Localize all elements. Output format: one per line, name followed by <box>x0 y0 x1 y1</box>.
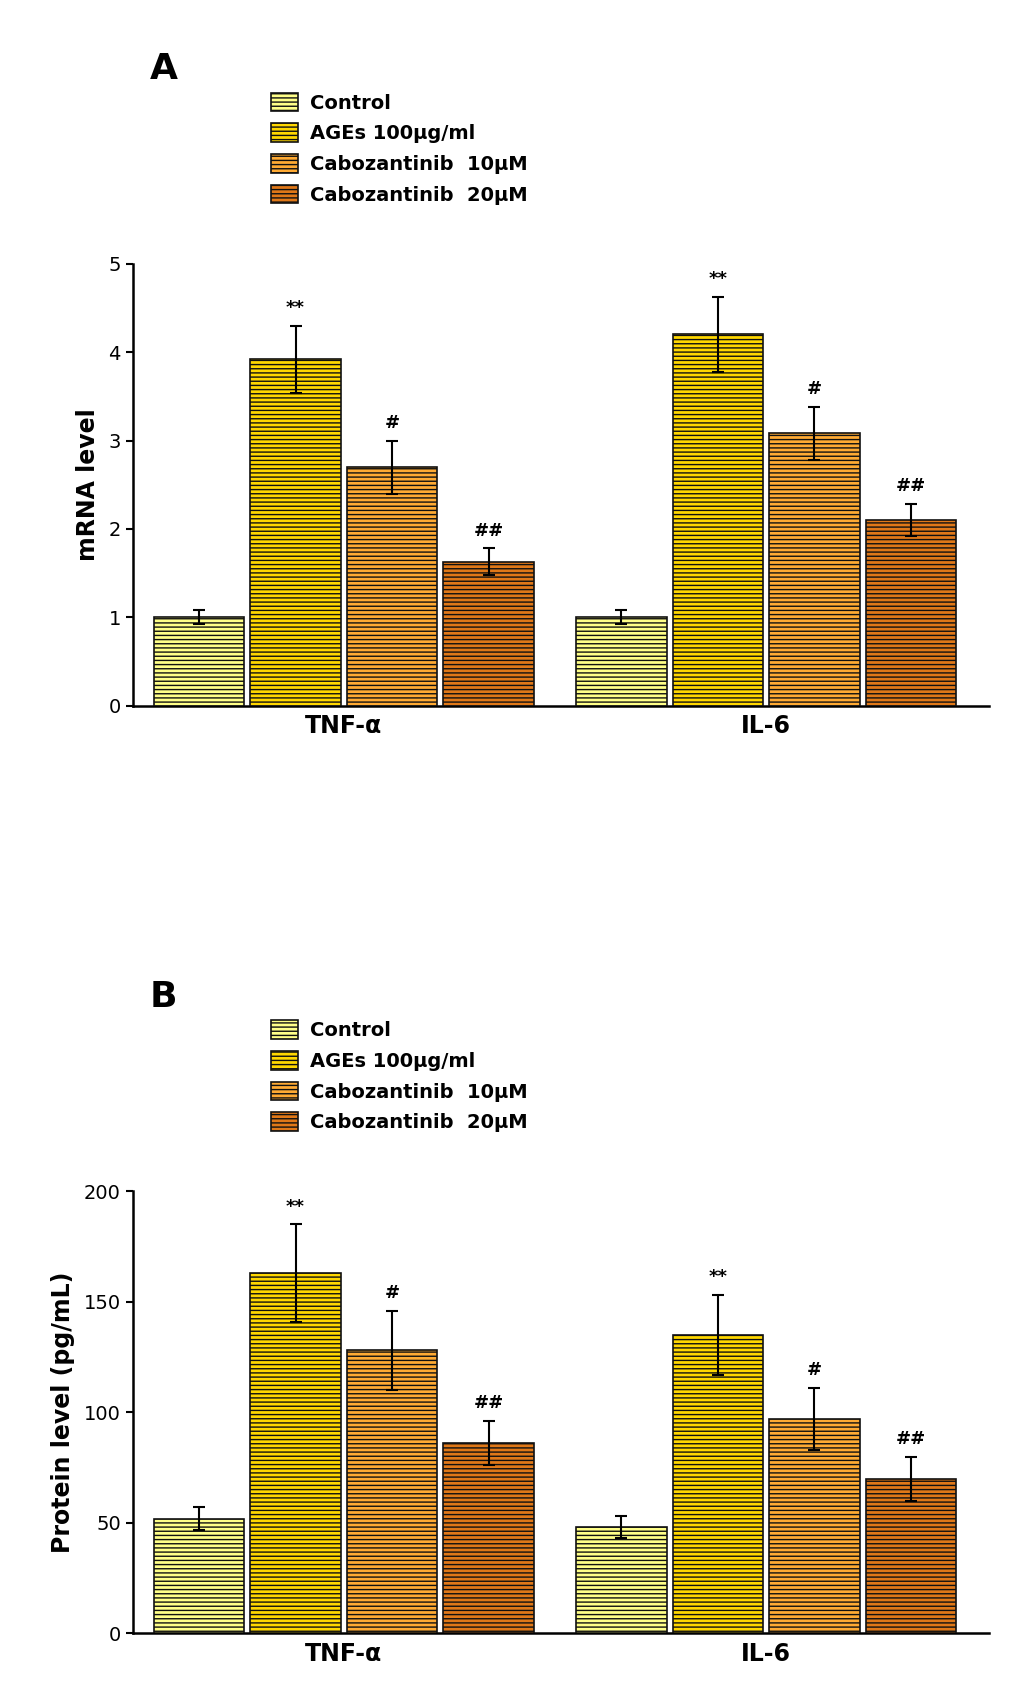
Bar <box>576 618 666 706</box>
Bar <box>154 618 245 706</box>
Text: ##: ## <box>473 522 503 539</box>
Text: ##: ## <box>473 1394 503 1413</box>
Bar <box>250 359 340 706</box>
Bar <box>576 1527 666 1633</box>
Text: ##: ## <box>895 477 925 495</box>
Text: #: # <box>806 1361 821 1379</box>
Bar <box>865 520 956 706</box>
Bar <box>154 1519 245 1633</box>
Y-axis label: Protein level (pg/mL): Protein level (pg/mL) <box>51 1271 75 1553</box>
Text: ##: ## <box>895 1430 925 1448</box>
Text: **: ** <box>707 1268 727 1287</box>
Bar <box>346 1351 437 1633</box>
Bar <box>443 1443 533 1633</box>
Text: #: # <box>384 1283 399 1302</box>
Bar <box>768 1420 859 1633</box>
Legend: Control, AGEs 100µg/ml, Cabozantinib  10µM, Cabozantinib  20µM: Control, AGEs 100µg/ml, Cabozantinib 10µ… <box>271 1021 527 1132</box>
Text: **: ** <box>285 1197 305 1216</box>
Text: #: # <box>384 414 399 431</box>
Bar <box>250 1273 340 1633</box>
Legend: Control, AGEs 100µg/ml, Cabozantinib  10µM, Cabozantinib  20µM: Control, AGEs 100µg/ml, Cabozantinib 10µ… <box>271 93 527 204</box>
Y-axis label: mRNA level: mRNA level <box>75 409 100 561</box>
Text: **: ** <box>285 298 305 317</box>
Bar <box>672 335 762 706</box>
Bar <box>672 1335 762 1633</box>
Bar <box>865 1479 956 1633</box>
Bar <box>346 466 437 706</box>
Bar <box>768 433 859 706</box>
Text: #: # <box>806 381 821 397</box>
Text: **: ** <box>707 271 727 288</box>
Text: B: B <box>150 980 177 1014</box>
Bar <box>443 562 533 706</box>
Text: A: A <box>150 52 177 86</box>
